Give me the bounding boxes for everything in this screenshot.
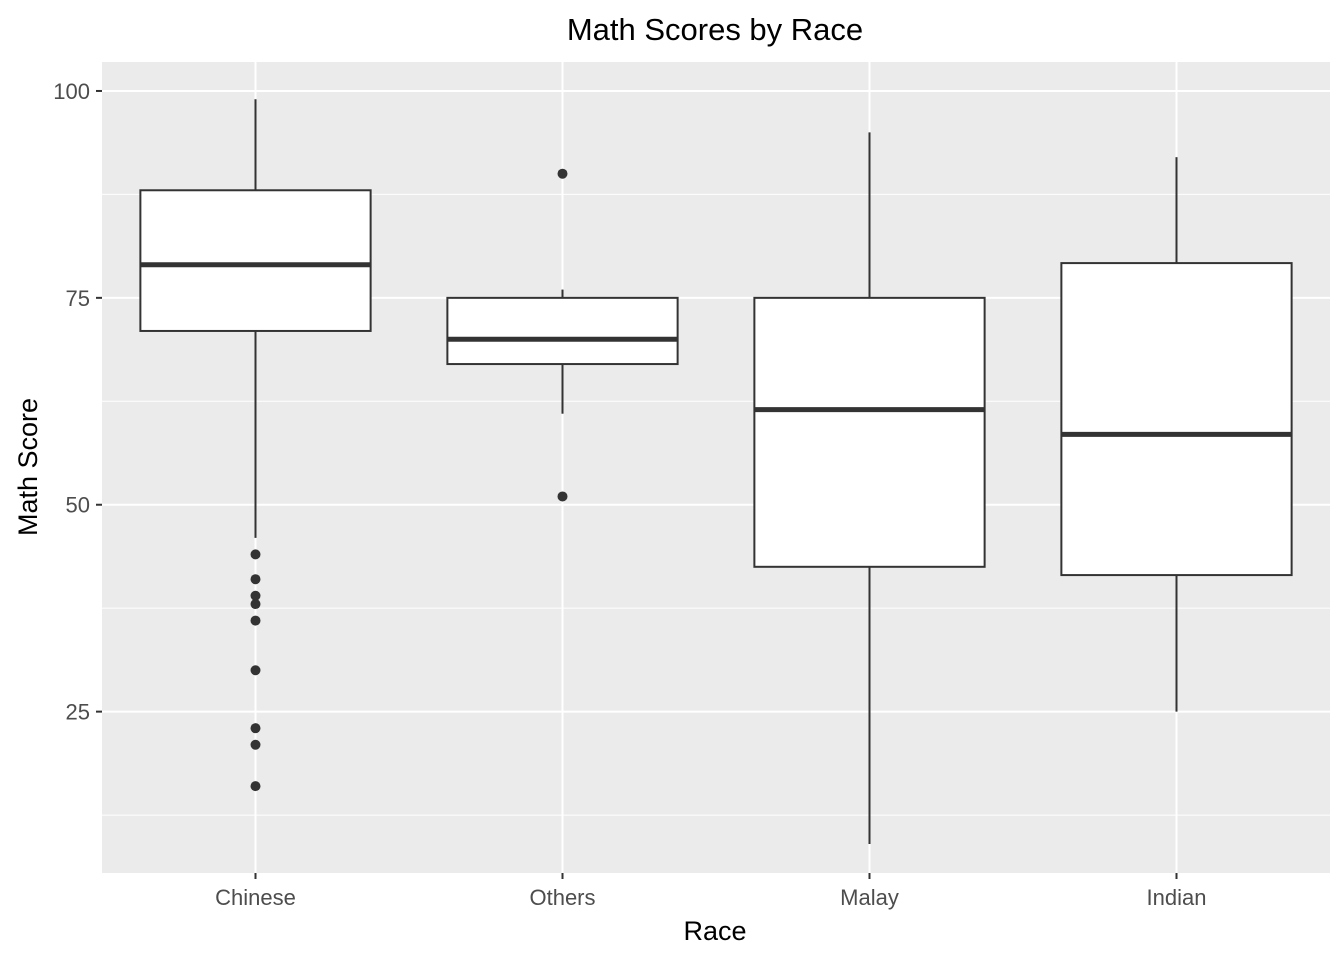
chart-title: Math Scores by Race	[567, 12, 863, 47]
y-axis-title: Math Score	[13, 398, 43, 536]
box-indian	[1060, 157, 1293, 712]
box-iqr	[446, 296, 679, 366]
x-axis: Chinese Others Malay Indian	[215, 873, 1206, 910]
x-tick-label: Chinese	[215, 885, 296, 910]
box-iqr	[1060, 262, 1293, 577]
outlier-point	[250, 615, 261, 626]
y-axis: 25 50 75 100	[53, 79, 102, 725]
y-tick-label: 75	[66, 286, 90, 311]
box-iqr	[753, 296, 986, 568]
box-chinese	[139, 99, 372, 792]
x-tick-label: Others	[529, 885, 595, 910]
outlier-point	[250, 590, 261, 601]
y-tick-label: 100	[53, 79, 90, 104]
outlier-point	[250, 781, 261, 792]
outlier-point	[250, 574, 261, 585]
outlier-point	[557, 491, 568, 502]
x-tick-label: Indian	[1147, 885, 1207, 910]
y-tick-label: 50	[66, 493, 90, 518]
outlier-point	[250, 599, 261, 610]
box-malay	[753, 132, 986, 845]
outlier-point	[557, 168, 568, 179]
x-axis-title: Race	[683, 916, 746, 946]
box-iqr	[139, 189, 372, 332]
outlier-point	[250, 549, 261, 560]
outlier-point	[250, 739, 261, 750]
y-tick-label: 25	[66, 700, 90, 725]
outlier-point	[250, 723, 261, 734]
outlier-point	[250, 665, 261, 676]
box-layer	[139, 99, 1293, 845]
x-tick-label: Malay	[840, 885, 899, 910]
box-others	[446, 168, 679, 502]
